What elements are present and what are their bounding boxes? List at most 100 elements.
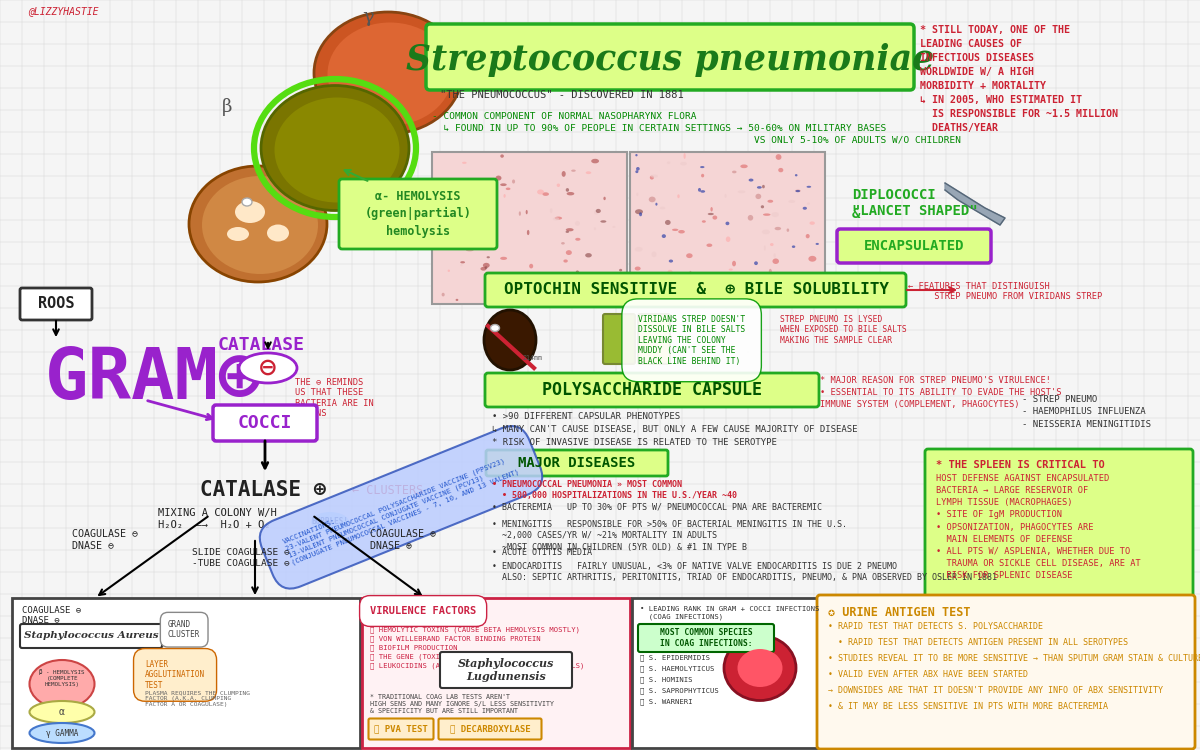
Ellipse shape	[541, 261, 545, 266]
Ellipse shape	[589, 166, 594, 170]
Text: ✪ URINE ANTIGEN TEST: ✪ URINE ANTIGEN TEST	[828, 606, 971, 619]
Ellipse shape	[522, 292, 528, 296]
Text: α: α	[59, 707, 65, 717]
Ellipse shape	[539, 209, 544, 214]
Ellipse shape	[600, 174, 602, 176]
Ellipse shape	[444, 210, 450, 213]
Ellipse shape	[696, 280, 700, 282]
Ellipse shape	[739, 174, 742, 180]
Ellipse shape	[815, 284, 817, 286]
Ellipse shape	[676, 229, 679, 232]
Ellipse shape	[239, 353, 298, 383]
Ellipse shape	[434, 223, 440, 226]
Ellipse shape	[461, 295, 466, 300]
Ellipse shape	[745, 227, 751, 229]
Bar	[12, 598, 360, 748]
Ellipse shape	[455, 268, 458, 271]
Ellipse shape	[616, 196, 618, 200]
Ellipse shape	[548, 190, 554, 195]
Ellipse shape	[446, 235, 450, 239]
Text: GRAM⊕: GRAM⊕	[46, 346, 263, 415]
Ellipse shape	[491, 213, 493, 216]
Text: • LEADING RANK IN GRAM + COCCI INFECTIONS
  (COAG INFECTIONS): • LEADING RANK IN GRAM + COCCI INFECTION…	[640, 606, 820, 620]
Ellipse shape	[708, 220, 714, 222]
Ellipse shape	[811, 177, 816, 182]
Ellipse shape	[667, 161, 672, 164]
Text: - STREP PNEUMO
- HAEMOPHILUS INFLUENZA
- NEISSERIA MENINGITIDIS: - STREP PNEUMO - HAEMOPHILUS INFLUENZA -…	[1022, 395, 1151, 429]
Ellipse shape	[716, 164, 720, 166]
FancyBboxPatch shape	[638, 314, 670, 364]
Ellipse shape	[449, 163, 456, 166]
Ellipse shape	[688, 280, 691, 286]
Ellipse shape	[787, 166, 794, 172]
Text: VIRULENCE FACTORS: VIRULENCE FACTORS	[370, 606, 476, 616]
Text: ① PVA TEST: ① PVA TEST	[374, 724, 428, 734]
Text: • ACUTE OTITIS MEDIA: • ACUTE OTITIS MEDIA	[492, 548, 592, 557]
Ellipse shape	[508, 175, 514, 181]
Text: HOST DEFENSE AGAINST ENCAPSULATED
BACTERIA → LARGE RESERVOIR OF
LYMPH TISSUE (MA: HOST DEFENSE AGAINST ENCAPSULATED BACTER…	[936, 474, 1141, 580]
Ellipse shape	[533, 274, 539, 278]
Ellipse shape	[760, 260, 763, 262]
Bar	[630, 152, 826, 304]
Text: SLIDE COAGULASE ⊖
-TUBE COAGULASE ⊖: SLIDE COAGULASE ⊖ -TUBE COAGULASE ⊖	[192, 548, 289, 568]
Ellipse shape	[480, 248, 484, 253]
Text: &: &	[852, 207, 860, 221]
Ellipse shape	[672, 272, 677, 274]
Text: • RAPID TEST THAT DETECTS ANTIGEN PRESENT IN ALL SEROTYPES: • RAPID TEST THAT DETECTS ANTIGEN PRESEN…	[828, 638, 1128, 647]
Ellipse shape	[737, 208, 742, 211]
Ellipse shape	[461, 209, 467, 213]
Ellipse shape	[262, 86, 409, 211]
Ellipse shape	[586, 244, 589, 248]
Ellipse shape	[551, 172, 554, 174]
Text: * STILL TODAY, ONE OF THE
LEADING CAUSES OF
INFECTIOUS DISEASES
WORLDWIDE W/ A H: * STILL TODAY, ONE OF THE LEADING CAUSES…	[920, 25, 1118, 133]
Text: * THE SPLEEN IS CRITICAL TO: * THE SPLEEN IS CRITICAL TO	[936, 460, 1105, 470]
Ellipse shape	[510, 224, 517, 230]
Ellipse shape	[809, 209, 814, 210]
Ellipse shape	[570, 209, 574, 212]
Ellipse shape	[709, 237, 713, 239]
Ellipse shape	[703, 196, 712, 200]
Text: • BACTEREMIA   UP TO 30% OF PTS W/ PNEUMOCOCCAL PNA ARE BACTEREMIC: • BACTEREMIA UP TO 30% OF PTS W/ PNEUMOC…	[492, 502, 822, 511]
Text: COAGULASE ⊖
DNASE ⊖: COAGULASE ⊖ DNASE ⊖	[22, 606, 82, 625]
Text: PLASMA REQUIRES THE CLUMPING
FACTOR (A.K.A. CLUMPING
FACTOR A OR COAGULASE): PLASMA REQUIRES THE CLUMPING FACTOR (A.K…	[145, 690, 250, 706]
FancyBboxPatch shape	[486, 450, 668, 476]
Ellipse shape	[505, 224, 508, 230]
Ellipse shape	[548, 178, 552, 184]
Ellipse shape	[706, 266, 709, 270]
Ellipse shape	[796, 290, 802, 295]
FancyBboxPatch shape	[20, 624, 162, 648]
Ellipse shape	[803, 217, 809, 219]
Ellipse shape	[242, 198, 252, 206]
FancyBboxPatch shape	[214, 405, 317, 441]
Text: • RAPID TEST THAT DETECTS S. POLYSACCHARIDE: • RAPID TEST THAT DETECTS S. POLYSACCHAR…	[828, 622, 1043, 631]
Ellipse shape	[589, 211, 593, 214]
Ellipse shape	[738, 649, 782, 687]
Ellipse shape	[546, 237, 551, 242]
Bar	[632, 598, 820, 748]
Ellipse shape	[768, 270, 774, 275]
Ellipse shape	[658, 221, 664, 224]
FancyBboxPatch shape	[604, 314, 635, 364]
Text: ENCAPSULATED: ENCAPSULATED	[864, 239, 965, 253]
Ellipse shape	[806, 170, 811, 174]
Ellipse shape	[784, 291, 786, 293]
Text: POLYSACCHARIDE CAPSULE: POLYSACCHARIDE CAPSULE	[542, 381, 762, 399]
Ellipse shape	[487, 271, 494, 274]
Ellipse shape	[725, 231, 732, 235]
Ellipse shape	[539, 256, 542, 262]
Ellipse shape	[791, 217, 794, 220]
Ellipse shape	[780, 166, 782, 169]
Ellipse shape	[727, 258, 731, 260]
Ellipse shape	[444, 154, 445, 160]
Ellipse shape	[749, 260, 752, 264]
Ellipse shape	[671, 189, 677, 195]
Ellipse shape	[551, 197, 554, 201]
Ellipse shape	[266, 224, 289, 242]
Text: OPTOCHIN SENSITIVE  &  ⊕ BILE SOLUBILITY: OPTOCHIN SENSITIVE & ⊕ BILE SOLUBILITY	[504, 283, 888, 298]
Text: COAGULASE ⊕
DNASE ⊕: COAGULASE ⊕ DNASE ⊕	[370, 530, 436, 550]
Text: • ENDOCARDITIS   FAIRLY UNUSUAL, <3% OF NATIVE VALVE ENDOCARDITIS IS DUE 2 PNEUM: • ENDOCARDITIS FAIRLY UNUSUAL, <3% OF NA…	[492, 562, 997, 583]
Ellipse shape	[620, 178, 623, 184]
Ellipse shape	[643, 262, 647, 266]
Ellipse shape	[776, 251, 779, 255]
Ellipse shape	[508, 180, 515, 185]
